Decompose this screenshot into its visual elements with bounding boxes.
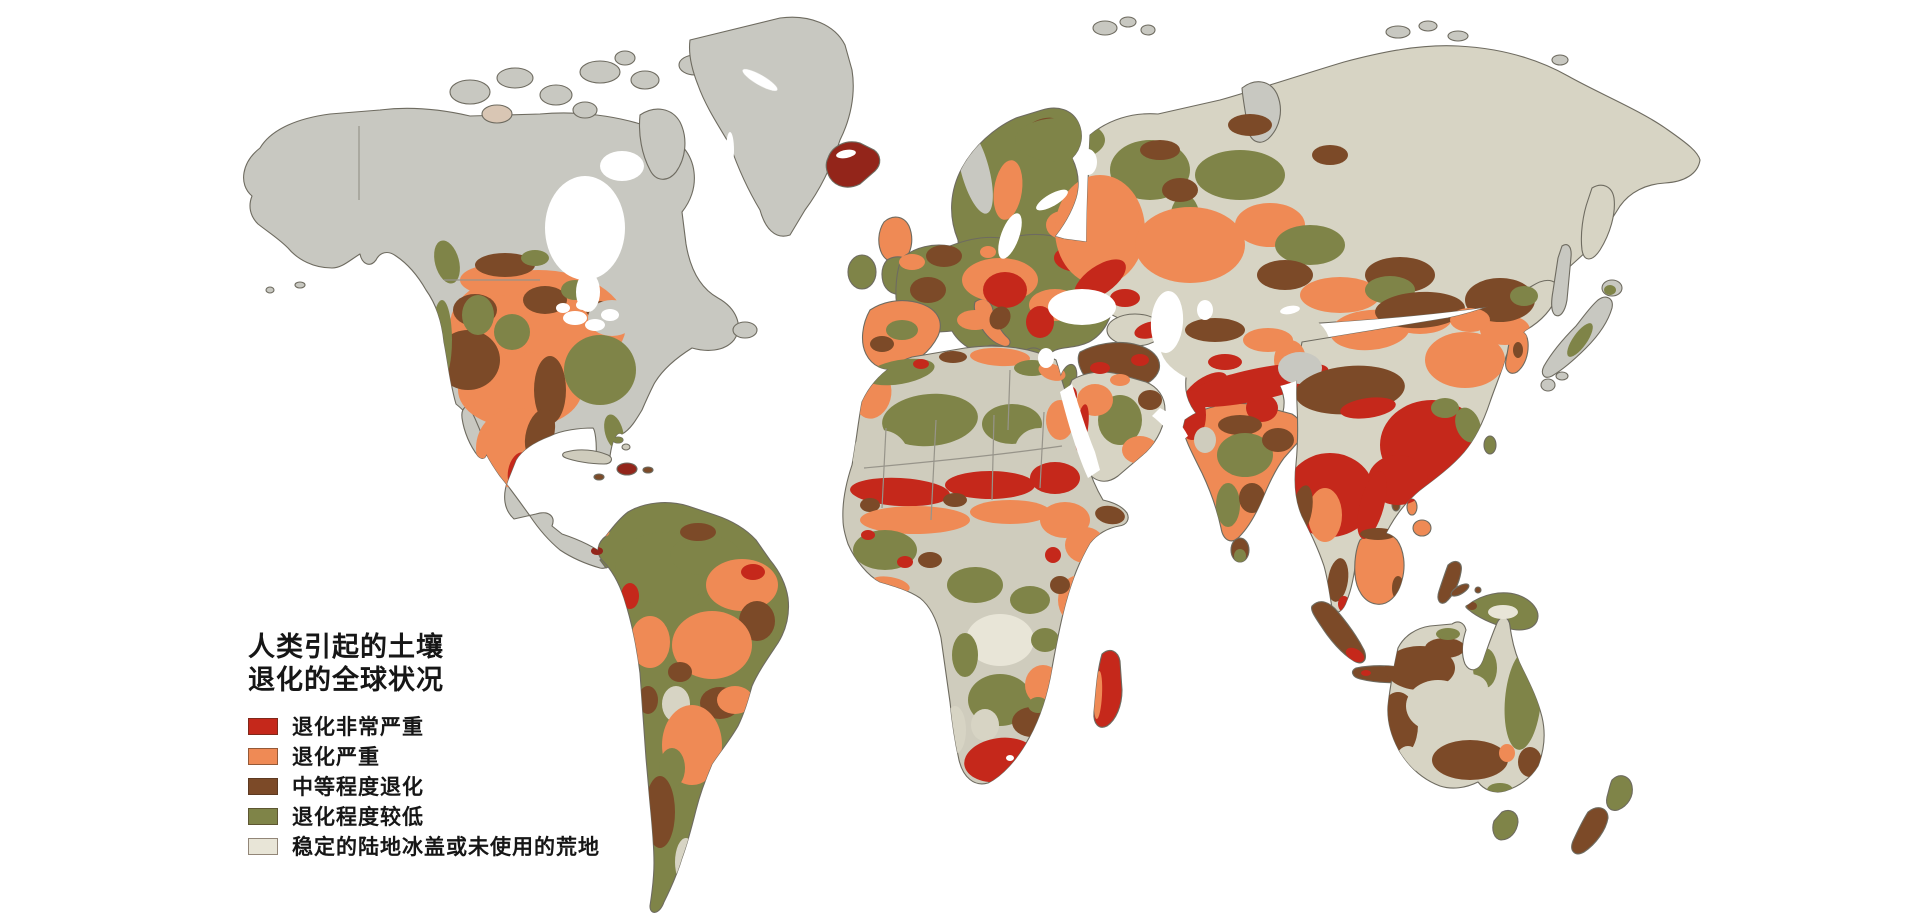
legend-swatch-severe <box>248 747 278 765</box>
map-title-line1: 人类引起的土壤 <box>248 632 444 663</box>
map-caption: 人类引起的土壤 退化的全球状况 退化非常严重 退化严重 中等程度退化 退化程度较… <box>248 632 768 866</box>
legend-swatch-stable <box>248 837 278 855</box>
legend-item-low: 退化程度较低 <box>248 805 768 829</box>
degradation-overlay-layer <box>432 114 1616 886</box>
map-title-line2: 退化的全球状况 <box>248 664 444 696</box>
arctic-island-tinted <box>481 104 513 124</box>
new-zealand-north <box>1606 775 1633 811</box>
legend-label-low: 退化程度较低 <box>292 805 424 830</box>
tasmania <box>1492 809 1519 841</box>
border-lines <box>358 126 1063 521</box>
legend-item-very-severe: 退化非常严重 <box>248 715 768 739</box>
ireland <box>847 254 877 290</box>
legend-label-moderate: 中等程度退化 <box>292 775 424 800</box>
legend-swatch-moderate <box>248 777 278 795</box>
water-bodies <box>545 69 1300 761</box>
patches-russia-siberia <box>1015 114 1452 334</box>
taiwan <box>1483 435 1497 455</box>
patches-south-america <box>615 523 778 886</box>
legend-item-stable: 稳定的陆地冰盖或未使用的荒地 <box>248 835 768 859</box>
borneo <box>1354 531 1405 605</box>
greenland <box>688 16 854 237</box>
newfoundland <box>732 321 758 339</box>
legend-swatch-very-severe <box>248 717 278 735</box>
legend-swatch-low <box>248 807 278 825</box>
legend-label-severe: 退化严重 <box>292 745 380 770</box>
iceland <box>825 141 881 188</box>
new-zealand-south <box>1571 807 1609 855</box>
legend-label-very-severe: 退化非常严重 <box>292 715 424 740</box>
legend-label-stable: 稳定的陆地冰盖或未使用的荒地 <box>292 835 600 860</box>
legend: 退化非常严重 退化严重 中等程度退化 退化程度较低 稳定的陆地冰盖或未使用的荒地 <box>248 715 768 859</box>
legend-item-severe: 退化严重 <box>248 745 768 769</box>
map-title: 人类引起的土壤 退化的全球状况 <box>248 632 768 698</box>
legend-item-moderate: 中等程度退化 <box>248 775 768 799</box>
